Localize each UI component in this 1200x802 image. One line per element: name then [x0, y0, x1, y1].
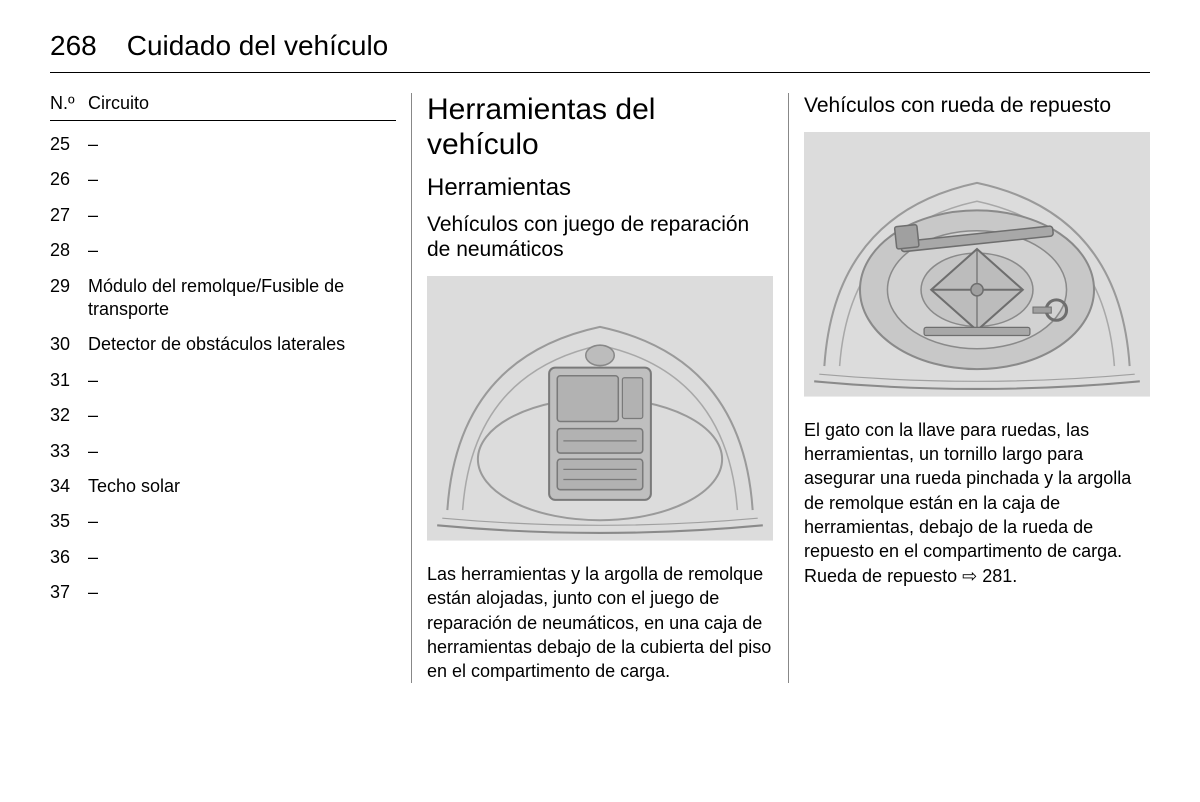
circuit-row-num: 29 [50, 275, 78, 322]
spare-wheel-illustration [804, 132, 1150, 397]
circuit-row-label: – [88, 168, 98, 191]
circuit-row-label: Detector de obstáculos laterales [88, 333, 345, 356]
circuit-row-num: 31 [50, 369, 78, 392]
circuit-row: 25– [50, 133, 396, 156]
content-columns: N.º Circuito 25–26–27–28–29Módulo del re… [50, 93, 1150, 683]
circuit-row-label: – [88, 546, 98, 569]
circuit-row-num: 34 [50, 475, 78, 498]
circuit-row-num: 25 [50, 133, 78, 156]
circuit-row-label: – [88, 204, 98, 227]
reference-arrow-icon: ⇨ [962, 564, 977, 588]
circuit-row: 26– [50, 168, 396, 191]
spare-paragraph-text: El gato con la llave para ruedas, las he… [804, 420, 1131, 586]
circuit-row: 30 Detector de obstáculos laterales [50, 333, 396, 356]
circuit-row-label: Techo solar [88, 475, 180, 498]
column-spare: Vehículos con rueda de repuesto [789, 93, 1150, 683]
page-header: 268 Cuidado del vehículo [50, 30, 1150, 73]
circuit-row-label: – [88, 440, 98, 463]
circuit-row-label: Módulo del remolque/Fusible de transport… [88, 275, 396, 322]
circuit-header-num: N.º [50, 93, 78, 114]
reference-page: 281. [982, 566, 1017, 586]
column-circuits: N.º Circuito 25–26–27–28–29Módulo del re… [50, 93, 411, 683]
circuit-row-label: – [88, 133, 98, 156]
circuit-row-num: 27 [50, 204, 78, 227]
circuit-row-num: 26 [50, 168, 78, 191]
circuit-row: 28– [50, 239, 396, 262]
circuit-row-num: 32 [50, 404, 78, 427]
circuit-table-body: 25–26–27–28–29Módulo del remolque/Fusibl… [50, 133, 396, 604]
circuit-header-label: Circuito [88, 93, 149, 114]
circuit-row-num: 33 [50, 440, 78, 463]
circuit-row: 27– [50, 204, 396, 227]
circuit-row-num: 36 [50, 546, 78, 569]
repair-kit-illustration [427, 276, 773, 541]
circuit-row: 31– [50, 369, 396, 392]
circuit-row: 36– [50, 546, 396, 569]
column-tools: Herramientas del vehículo Herramientas V… [411, 93, 789, 683]
circuit-row-label: – [88, 404, 98, 427]
section-title: Cuidado del vehículo [127, 30, 389, 62]
circuit-row-num: 30 [50, 333, 78, 356]
tools-subheading: Herramientas [427, 174, 773, 202]
circuit-row-num: 37 [50, 581, 78, 604]
repair-kit-paragraph: Las herramientas y la argolla de remolqu… [427, 562, 773, 683]
spare-paragraph: El gato con la llave para ruedas, las he… [804, 418, 1150, 588]
circuit-table-header: N.º Circuito [50, 93, 396, 121]
tools-heading: Herramientas del vehículo [427, 93, 773, 162]
circuit-row: 33– [50, 440, 396, 463]
circuit-row: 35– [50, 510, 396, 533]
circuit-row: 32– [50, 404, 396, 427]
circuit-row-label: – [88, 510, 98, 533]
circuit-row-label: – [88, 369, 98, 392]
circuit-row-num: 35 [50, 510, 78, 533]
circuit-row: 37– [50, 581, 396, 604]
page-number: 268 [50, 30, 97, 62]
circuit-row-num: 28 [50, 239, 78, 262]
circuit-row: 34 Techo solar [50, 475, 396, 498]
circuit-row-label: – [88, 239, 98, 262]
circuit-row: 29Módulo del remolque/Fusible de transpo… [50, 275, 396, 322]
tools-variant-heading: Vehículos con juego de reparación de neu… [427, 212, 773, 262]
spare-heading: Vehículos con rueda de repuesto [804, 93, 1150, 118]
circuit-row-label: – [88, 581, 98, 604]
